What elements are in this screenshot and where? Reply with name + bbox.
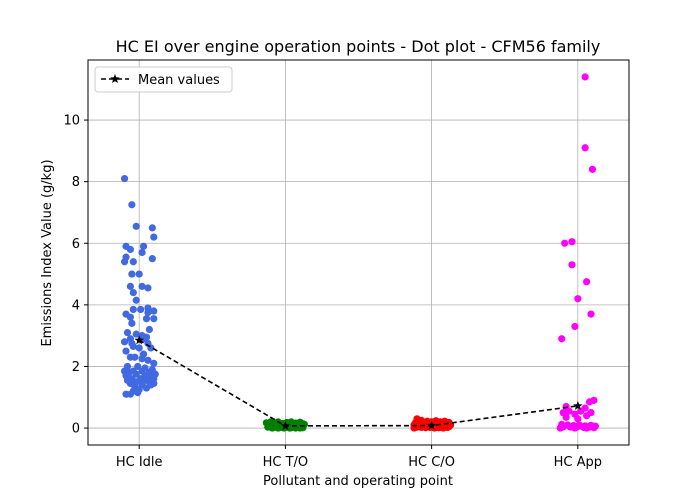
data-point <box>138 355 146 363</box>
mean-layer <box>134 335 583 430</box>
data-point <box>150 315 158 323</box>
data-point <box>150 233 158 241</box>
data-point <box>144 284 152 292</box>
data-point <box>135 270 143 278</box>
data-point <box>262 419 270 427</box>
data-point <box>120 338 129 346</box>
data-point <box>574 295 582 303</box>
x-tick-label: HC C/O <box>408 455 455 470</box>
data-point <box>562 413 570 421</box>
data-point <box>300 420 308 428</box>
y-tick-label: 4 <box>72 298 80 313</box>
data-point <box>132 370 140 378</box>
data-point <box>568 238 576 246</box>
points-layer <box>120 73 599 432</box>
data-point <box>582 278 591 286</box>
mean-line <box>138 339 578 427</box>
mean-marker <box>134 335 144 345</box>
data-point <box>144 356 152 364</box>
data-point <box>126 313 135 321</box>
data-point <box>138 282 146 290</box>
x-tick-label: HC T/O <box>263 455 309 470</box>
data-point <box>120 258 129 266</box>
plot-frame <box>87 59 630 446</box>
data-point <box>565 407 573 415</box>
y-tick-label: 10 <box>63 114 80 129</box>
data-point <box>587 310 595 318</box>
data-point <box>568 261 576 269</box>
data-point <box>142 384 151 392</box>
data-point <box>131 353 139 361</box>
data-point <box>148 224 156 232</box>
data-point <box>571 424 579 432</box>
legend-label-mean-values: Mean values <box>138 73 220 88</box>
data-point <box>150 307 158 315</box>
y-tick-label: 8 <box>72 175 80 190</box>
data-point <box>134 362 142 371</box>
y-tick-label: 0 <box>72 422 80 437</box>
chart-title: HC EI over engine operation points - Dot… <box>116 37 601 56</box>
mean-marker <box>573 400 583 410</box>
mean-marker <box>426 420 437 430</box>
data-point <box>135 344 143 352</box>
data-point <box>132 222 140 230</box>
data-point <box>142 315 151 323</box>
x-axis-label: Pollutant and operating point <box>263 474 453 489</box>
data-point <box>120 174 129 183</box>
data-point <box>582 412 591 420</box>
data-point <box>122 347 130 355</box>
data-point <box>145 325 154 334</box>
data-point <box>585 398 594 406</box>
data-point <box>132 296 140 304</box>
data-point <box>138 248 146 257</box>
data-point <box>581 73 589 81</box>
legend: Mean values <box>94 66 233 93</box>
data-point <box>129 342 137 351</box>
data-point <box>150 359 158 367</box>
data-point <box>126 282 135 290</box>
y-tick-label: 2 <box>72 360 80 375</box>
data-point <box>582 424 591 432</box>
legend-box <box>94 66 233 93</box>
data-point <box>558 335 566 343</box>
data-point <box>148 255 156 263</box>
y-tick-label: 6 <box>72 237 80 252</box>
data-point <box>590 424 598 432</box>
data-point <box>581 144 589 152</box>
data-point <box>134 389 142 397</box>
data-point <box>129 258 137 266</box>
data-point <box>126 390 135 398</box>
data-point <box>561 239 569 247</box>
data-point <box>571 322 579 331</box>
x-tick-label: HC Idle <box>116 455 163 470</box>
data-point <box>126 245 135 254</box>
y-axis-label: Emissions Index Value (g/kg) <box>40 159 55 346</box>
data-point <box>128 319 136 327</box>
data-point <box>129 305 137 314</box>
data-point <box>588 165 597 173</box>
data-point <box>556 424 564 432</box>
mean-marker <box>280 420 291 430</box>
data-point <box>139 242 148 250</box>
data-point <box>129 288 137 297</box>
data-point <box>274 424 282 432</box>
ticks-layer: HC Idle HC T/O HC C/O HC App 0 2 4 6 8 10 <box>63 114 602 470</box>
x-tick-label: HC App <box>554 455 602 470</box>
legend-star-marker <box>110 74 120 84</box>
data-point <box>128 201 136 209</box>
data-point <box>137 305 145 314</box>
data-point <box>574 415 582 423</box>
grid-layer <box>88 60 629 445</box>
data-point <box>123 328 132 337</box>
data-point <box>128 270 136 278</box>
data-point <box>132 330 140 338</box>
data-point <box>144 308 152 317</box>
data-point <box>577 407 585 415</box>
